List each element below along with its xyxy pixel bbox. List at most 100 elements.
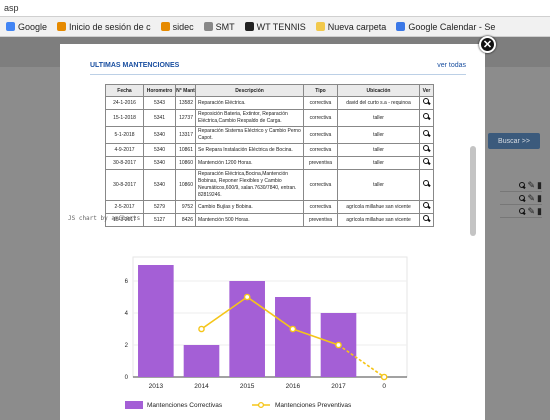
row-actions[interactable]: ✎ ▮ <box>500 192 542 205</box>
search-icon[interactable] <box>423 98 430 105</box>
maintenance-modal: ULTIMAS MANTENCIONES ver todas Fecha Horo… <box>60 44 485 420</box>
column-header: Ver <box>419 84 434 97</box>
edit-icon[interactable]: ✎ <box>527 179 536 190</box>
data-point[interactable] <box>198 325 205 333</box>
column-header: Horometro <box>143 84 176 97</box>
close-icon: ✕ <box>482 39 493 51</box>
search-icon[interactable] <box>518 181 526 189</box>
bookmark-icon <box>396 22 406 31</box>
view-cell <box>419 126 434 144</box>
legend-marker-preventivas <box>257 401 265 409</box>
view-cell <box>419 143 434 157</box>
legend-label-correctivas[interactable]: Mantenciones Correctivas <box>147 402 223 409</box>
cell-tipo: correctiva <box>303 143 338 157</box>
column-header: Ubicación <box>337 84 420 97</box>
bookmark-icon <box>57 22 67 31</box>
column-header: N° Mant <box>175 84 196 97</box>
bookmark-item[interactable]: WT TENNIS <box>244 21 306 32</box>
bookmark-item[interactable]: Nueva carpeta <box>315 22 386 32</box>
y-tick-label: 6 <box>125 279 129 285</box>
address-bar[interactable]: asp <box>0 0 550 17</box>
legend-label-preventivas[interactable]: Mantenciones Preventivas <box>275 402 352 409</box>
cell-ubic: taller <box>337 126 420 144</box>
bookmark-label: WT TENNIS <box>256 21 306 32</box>
view-cell <box>419 213 434 227</box>
edit-icon[interactable]: ✎ <box>527 205 536 216</box>
table-row: 24-1-2016 5343 13582 Reparación Eléctrica. c… <box>105 96 434 110</box>
trash-icon[interactable]: ▮ <box>537 205 542 216</box>
url-text: asp <box>4 3 19 13</box>
bookmark-item[interactable]: Inicio de sesión de c <box>57 22 151 32</box>
table-row: 15-3-2017 5127 8426 Mantención 500 Horas. pr… <box>105 213 434 227</box>
cell-mant: 13317 <box>175 126 196 144</box>
data-point[interactable] <box>243 293 251 301</box>
trash-icon[interactable]: ▮ <box>537 192 542 203</box>
cell-tipo: preventiva <box>303 156 338 170</box>
x-tick-label: 2017 <box>331 383 346 390</box>
cell-desc: Cambio Bujías y Bobina. <box>195 200 304 214</box>
bar[interactable] <box>138 265 174 377</box>
cell-horometro: 5343 <box>143 96 176 110</box>
cell-horometro: 5340 <box>143 169 176 201</box>
bookmark-icon <box>160 22 170 31</box>
modal-scrollbar[interactable] <box>470 146 476 236</box>
table-row: 15-1-2018 5341 12737 Reposición Bateria, Ex… <box>105 109 434 127</box>
edit-icon[interactable]: ✎ <box>527 192 536 203</box>
search-icon[interactable] <box>423 145 430 152</box>
close-modal-button[interactable]: ✕ <box>479 36 496 53</box>
bookmark-label: SMT <box>215 21 235 32</box>
cell-desc: Reposición Bateria, Extintor, Reparación… <box>195 109 304 127</box>
bookmark-item[interactable]: Google <box>6 22 47 32</box>
cell-desc: Reparación Eléctrica. <box>195 96 304 110</box>
table-body: 24-1-2016 5343 13582 Reparación Eléctrica. c… <box>105 96 434 227</box>
table-row: 30-8-2017 5340 10860 Reparación Eléctrica,B… <box>105 169 434 201</box>
bookmark-label: Google <box>18 21 48 32</box>
search-icon[interactable] <box>423 202 430 209</box>
search-icon[interactable] <box>518 194 526 202</box>
column-header: Fecha <box>105 84 144 97</box>
bookmark-label: Inicio de sesión de c <box>69 21 151 32</box>
search-icon[interactable] <box>423 130 430 137</box>
search-icon[interactable] <box>423 158 430 165</box>
view-all-link[interactable]: ver todas <box>437 62 466 69</box>
search-icon[interactable] <box>423 113 430 120</box>
row-actions[interactable]: ✎ ▮ <box>500 205 542 218</box>
search-icon[interactable] <box>423 180 430 187</box>
bookmark-item[interactable]: SMT <box>203 21 235 32</box>
cell-ubic: agrícola millahue san vicente <box>337 200 420 214</box>
preventive-line-segment <box>246 296 294 330</box>
bookmark-icon <box>315 22 325 31</box>
x-tick-label: 2015 <box>240 383 255 390</box>
data-point[interactable] <box>380 373 388 381</box>
preventive-line-segment <box>292 328 339 346</box>
bookmark-item[interactable]: Google Calendar - Se <box>396 22 495 32</box>
cell-tipo: correctiva <box>303 96 338 110</box>
data-point[interactable] <box>335 341 342 349</box>
view-cell <box>419 156 434 170</box>
search-icon[interactable] <box>423 215 430 222</box>
cell-horometro: 5340 <box>143 126 176 144</box>
chart-credit[interactable]: JS chart by amCharts <box>68 215 141 222</box>
bar[interactable] <box>183 345 220 377</box>
bookmark-item[interactable]: sidec <box>160 22 194 32</box>
cell-ubic: taller <box>337 109 420 127</box>
trash-icon[interactable]: ▮ <box>537 179 542 190</box>
bar[interactable] <box>275 297 311 377</box>
maintenance-table: Fecha Horometro N° Mant Descripción Tipo Ubic… <box>105 84 434 227</box>
bookmark-icon <box>244 22 254 31</box>
cell-desc: Reparación Sistema Eléctrico y Cambio Pe… <box>195 126 304 144</box>
modal-title: ULTIMAS MANTENCIONES <box>90 62 180 69</box>
row-actions[interactable]: ✎ ▮ <box>500 179 542 192</box>
cell-desc: Reparación Eléctrica,Bocina,Mantención B… <box>195 169 304 201</box>
search-button[interactable]: Buscar >> <box>488 133 540 149</box>
data-point[interactable] <box>289 325 297 333</box>
search-icon[interactable] <box>518 207 526 215</box>
cell-ubic: david del curto s.a - requinoa <box>337 96 420 110</box>
cell-fecha: 15-1-2018 <box>105 109 144 127</box>
legend-swatch-correctivas[interactable] <box>125 401 143 409</box>
background-row-actions: ✎ ▮ ✎ ▮ ✎ ▮ <box>500 179 542 218</box>
x-tick-label: 0 <box>382 383 386 390</box>
x-tick-label: 2014 <box>194 383 209 390</box>
table-row: 2-5-2017 5279 9752 Cambio Bujías y Bobina. c… <box>105 200 434 214</box>
cell-tipo: preventiva <box>303 213 338 227</box>
